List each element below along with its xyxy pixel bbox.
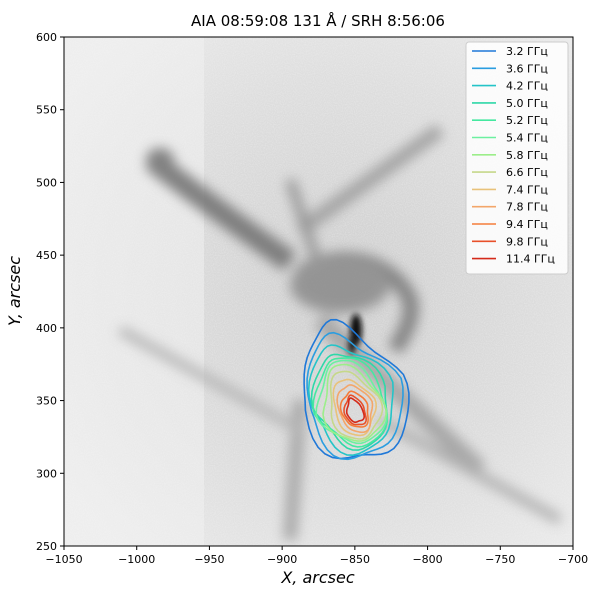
legend-label: 3.2 ГГц [506, 45, 548, 58]
x-tick-label: −800 [412, 553, 442, 566]
legend-label: 5.4 ГГц [506, 132, 548, 145]
contour-layer [303, 318, 410, 461]
legend-label: 3.6 ГГц [506, 62, 548, 75]
contour-6-6-ghz [329, 370, 384, 440]
legend-items: 3.2 ГГц 3.6 ГГц 4.2 ГГц 5.0 ГГц 5.2 ГГц 5.4 Г… [472, 45, 555, 266]
y-tick-label: 350 [36, 395, 57, 408]
contour-9-8-ghz [343, 394, 367, 426]
legend-label: 4.2 ГГц [506, 80, 548, 93]
legend-label: 5.0 ГГц [506, 97, 548, 110]
legend-label: 7.8 ГГц [506, 201, 548, 214]
legend: 3.2 ГГц 3.6 ГГц 4.2 ГГц 5.0 ГГц 5.2 ГГц 5.4 Г… [465, 41, 569, 275]
y-tick-label: 500 [36, 176, 57, 189]
y-tick-label: 600 [36, 31, 57, 44]
x-axis-ticks: −1050 −1000 −950 −900 −850 −800 −750 −700 [45, 546, 588, 566]
legend-label: 7.4 ГГц [506, 183, 548, 196]
legend-label: 11.4 ГГц [506, 253, 555, 266]
x-tick-label: −950 [194, 553, 224, 566]
contour-5-2-ghz [312, 357, 388, 448]
chart-title: AIA 08:59:08 131 Å / SRH 8:56:06 [191, 11, 445, 30]
y-tick-label: 450 [36, 249, 57, 262]
contour-3-2-ghz [303, 318, 410, 460]
y-tick-label: 250 [36, 540, 57, 553]
contour-9-4-ghz [339, 390, 369, 428]
x-tick-label: −900 [267, 553, 297, 566]
y-tick-label: 400 [36, 322, 57, 335]
x-tick-label: −1000 [118, 553, 155, 566]
x-tick-label: −850 [340, 553, 370, 566]
legend-label: 5.8 ГГц [506, 149, 548, 162]
contour-7-8-ghz [336, 384, 374, 434]
legend-box [465, 41, 569, 275]
y-tick-label: 550 [36, 104, 57, 117]
plot-frame [63, 36, 574, 547]
y-axis-ticks: 250 300 350 400 450 500 550 600 [36, 31, 64, 553]
x-tick-label: −700 [558, 553, 588, 566]
contour-5-4-ghz [315, 359, 388, 445]
legend-label: 6.6 ГГц [506, 166, 548, 179]
legend-label: 9.8 ГГц [506, 235, 548, 248]
legend-label: 5.2 ГГц [506, 114, 548, 127]
x-tick-label: −1050 [45, 553, 82, 566]
x-axis-label: X, arcsec [280, 568, 354, 587]
y-axis-label: Y, arcsec [5, 256, 24, 326]
legend-label: 9.4 ГГц [506, 218, 548, 231]
y-tick-label: 300 [36, 467, 57, 480]
contour-5-8-ghz [322, 363, 387, 442]
contour-11-4-ghz [345, 397, 365, 423]
contour-5-0-ghz [310, 353, 388, 451]
x-tick-label: −750 [485, 553, 515, 566]
contour-3-6-ghz [306, 331, 404, 461]
